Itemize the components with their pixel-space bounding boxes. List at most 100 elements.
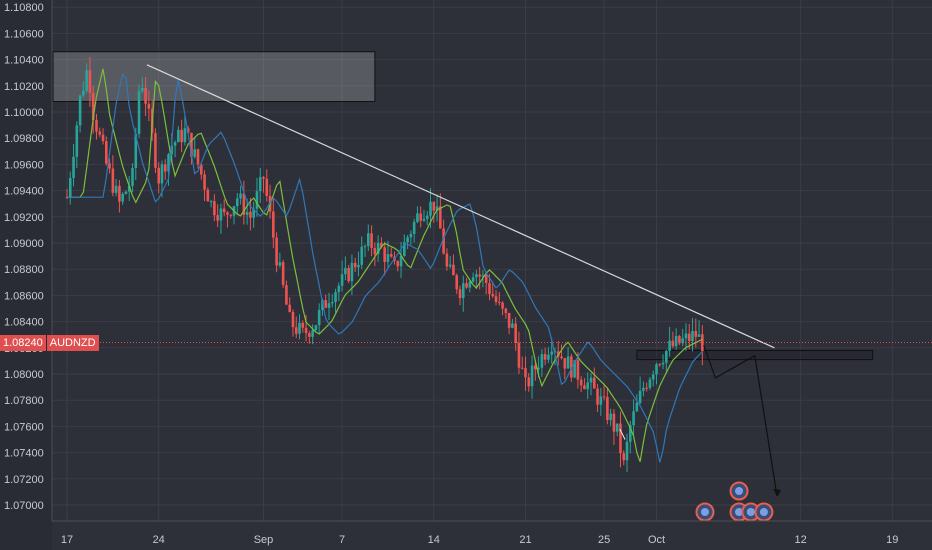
candle-body <box>183 128 187 143</box>
candle-body <box>255 191 259 209</box>
y-tick-label: 1.10400 <box>4 55 44 67</box>
candle-body <box>494 296 498 303</box>
candle-body <box>281 262 285 286</box>
candle-body <box>573 360 576 378</box>
y-tick-label: 1.09000 <box>4 238 44 250</box>
candle-body <box>638 390 642 403</box>
candle-body <box>547 354 550 360</box>
symbol-label: AUDNZD <box>46 335 99 351</box>
candle-body <box>337 285 341 293</box>
y-tick-label: 1.09400 <box>4 186 44 198</box>
candle-body <box>530 365 534 387</box>
candle-body <box>648 379 652 388</box>
candle-body <box>425 215 429 220</box>
candle-body <box>199 164 203 175</box>
candle-body <box>586 382 590 390</box>
candle-body <box>507 312 511 328</box>
moving-average-line <box>67 68 703 462</box>
candle-body <box>514 323 517 343</box>
candle-body <box>157 167 160 184</box>
candle-body <box>501 302 504 309</box>
candle-body <box>226 212 229 215</box>
candle-body <box>491 293 495 297</box>
candle-body <box>622 453 626 461</box>
candle-body <box>579 379 583 386</box>
event-marker-icon <box>759 508 768 516</box>
grid <box>52 0 932 521</box>
candle-body <box>275 237 278 266</box>
candle-body <box>678 335 681 344</box>
candle-body <box>154 133 157 168</box>
x-tick-label: 19 <box>886 534 898 546</box>
candle-body <box>373 248 377 255</box>
candle-body <box>455 275 459 290</box>
candle-body <box>347 268 350 282</box>
candle-body <box>265 178 269 196</box>
event-marker-icon <box>735 508 744 516</box>
candle-body <box>242 193 246 215</box>
candle-body <box>121 193 124 202</box>
candle-body <box>645 387 648 389</box>
candle-body <box>144 88 147 104</box>
candle-body <box>91 92 95 120</box>
candle-body <box>216 215 219 221</box>
drawings[interactable] <box>52 64 932 497</box>
candle-body <box>396 261 400 267</box>
candle-body <box>213 201 216 216</box>
x-tick-label: Sep <box>254 534 274 546</box>
candle-body <box>239 193 242 199</box>
candle-body <box>435 206 439 211</box>
candle-body <box>412 221 416 234</box>
candle-body <box>327 303 331 308</box>
candle-body <box>357 264 360 268</box>
candle-body <box>108 163 111 169</box>
time-axis[interactable]: 17 24 Sep 7 14 21 25 Oct 12 19 <box>52 520 932 546</box>
candle-body <box>635 402 639 412</box>
candle-body <box>422 219 426 221</box>
y-tick-label: 1.09800 <box>4 133 44 145</box>
candle-body <box>134 133 138 168</box>
candle-body <box>701 334 704 352</box>
candle-body <box>671 340 675 347</box>
price-axis[interactable]: 1.10800 1.10600 1.10400 1.10200 1.10000 1.098… <box>0 0 53 550</box>
candle-body <box>655 364 658 375</box>
y-tick-label: 1.10600 <box>4 28 44 40</box>
current-price-label: 1.08240 <box>0 335 46 351</box>
candle-body <box>488 283 491 294</box>
candle-body <box>687 333 691 342</box>
candle-body <box>681 338 684 344</box>
candle-body <box>445 253 449 267</box>
y-tick-label: 1.08800 <box>4 264 44 276</box>
x-tick-label: 25 <box>598 534 610 546</box>
candle-body <box>448 264 452 267</box>
candle-body <box>563 358 567 369</box>
candle-body <box>317 309 321 326</box>
candle-body <box>163 164 167 172</box>
event-marker-icon <box>735 487 744 495</box>
y-tick-label: 1.08000 <box>4 369 44 381</box>
candle-body <box>95 119 98 132</box>
candle-body <box>334 292 337 302</box>
candle-body <box>114 185 118 193</box>
candle-body <box>458 289 462 299</box>
support-zone <box>636 349 874 361</box>
event-marker-icon <box>700 508 709 516</box>
candle-body <box>222 208 226 213</box>
candle-body <box>439 206 442 229</box>
event-markers[interactable] <box>695 481 774 522</box>
candle-body <box>147 103 151 109</box>
candle-body <box>632 411 635 426</box>
x-tick-label: 21 <box>519 534 531 546</box>
candles <box>65 56 704 472</box>
candle-body <box>429 201 432 216</box>
price-axis-background <box>0 0 52 550</box>
candle-body <box>570 356 573 378</box>
candle-body <box>353 262 357 268</box>
candle-body <box>386 254 390 262</box>
candle-body <box>363 246 367 248</box>
candle-body <box>560 356 563 359</box>
event-marker-icon <box>746 508 755 516</box>
candle-body <box>651 374 655 380</box>
candle-body <box>111 168 115 193</box>
